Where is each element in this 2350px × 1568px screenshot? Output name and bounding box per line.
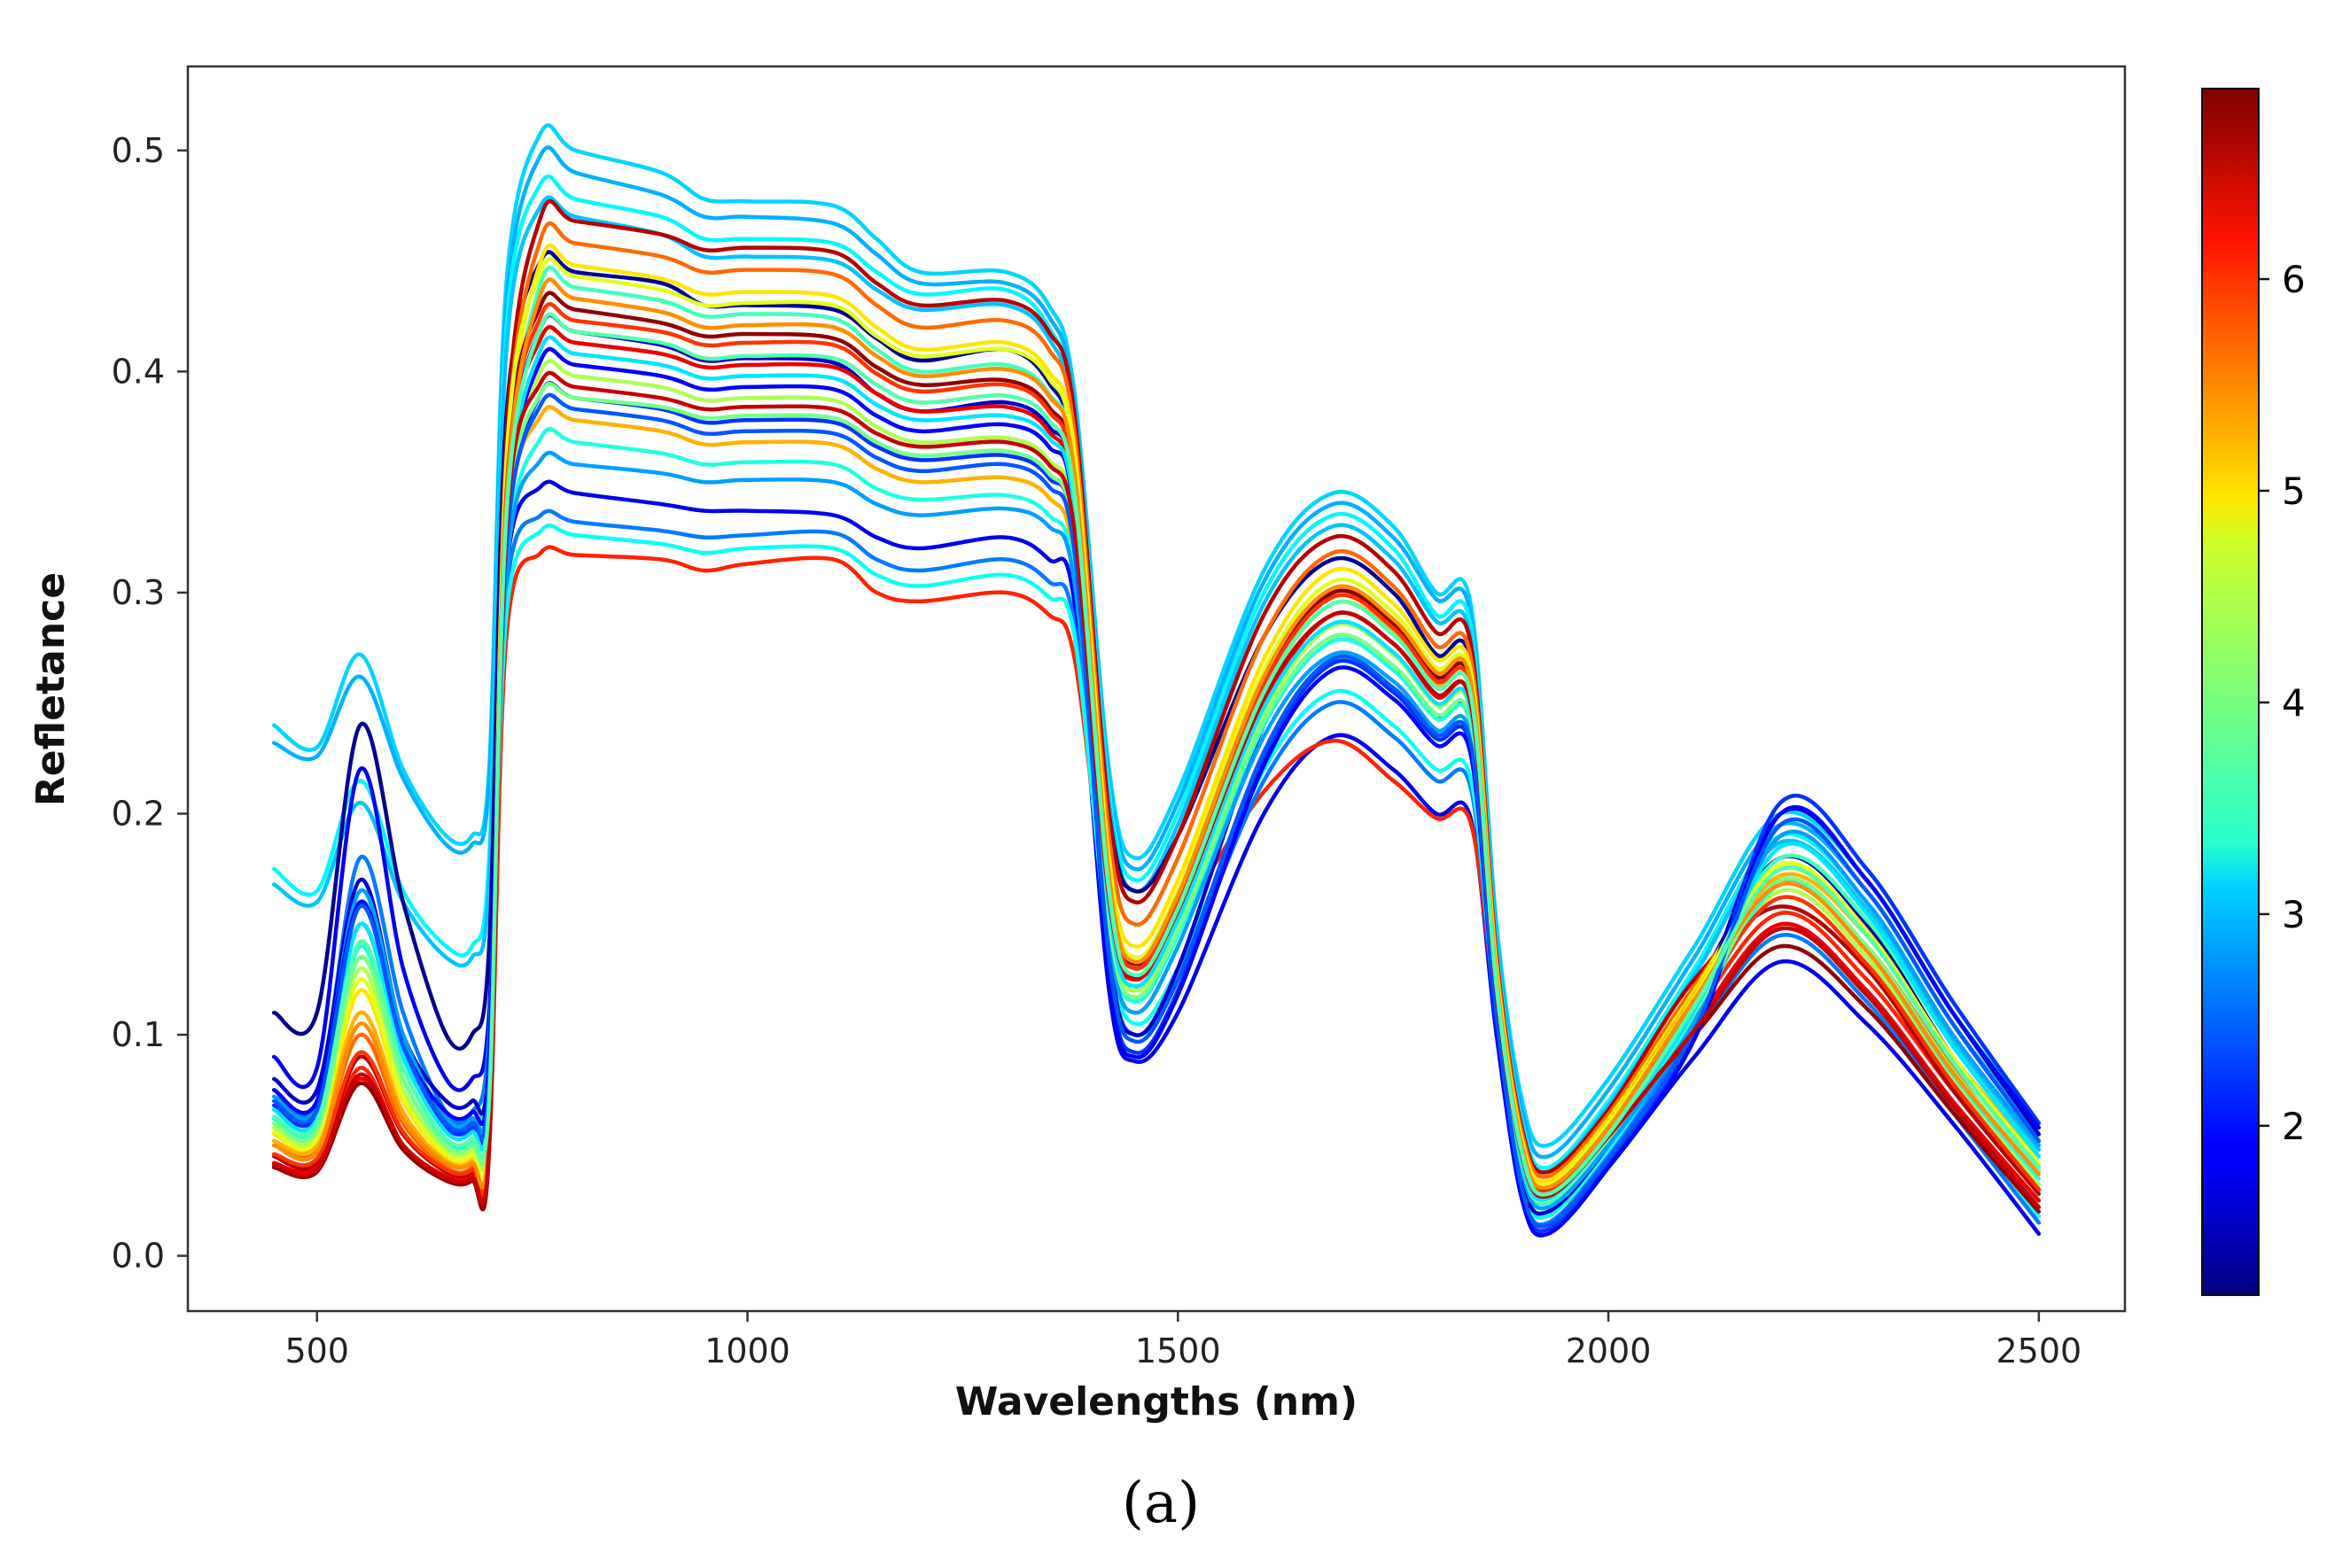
x-tick-label: 1000 bbox=[704, 1331, 790, 1370]
x-tick-label: 2500 bbox=[1996, 1331, 2082, 1370]
y-tick-label: 0.3 bbox=[112, 573, 165, 612]
colorbar: 2 3 4 5 6 bbox=[2201, 88, 2306, 1296]
y-tick-label: 0.2 bbox=[112, 794, 165, 833]
colorbar-tick-label: 4 bbox=[2282, 681, 2306, 725]
x-tick-label: 1500 bbox=[1135, 1331, 1221, 1370]
plot-frame bbox=[186, 65, 2127, 1313]
y-tick-label: 0.1 bbox=[112, 1015, 165, 1054]
y-axis-label: Refletance bbox=[28, 572, 74, 806]
y-tick-label: 0.4 bbox=[112, 352, 165, 391]
x-axis: 500 1000 1500 2000 2500 bbox=[284, 1311, 2082, 1370]
colorbar-tick-label: 5 bbox=[2282, 470, 2306, 513]
colorbar-tick-label: 3 bbox=[2282, 893, 2306, 936]
series-line-30 bbox=[271, 312, 2042, 1197]
x-axis-label: Wavelengths (nm) bbox=[955, 1379, 1358, 1424]
y-tick-label: 0.0 bbox=[112, 1237, 165, 1276]
colorbar-tick-label: 2 bbox=[2282, 1105, 2306, 1148]
x-tick-label: 500 bbox=[284, 1331, 349, 1370]
figure-caption: (a) bbox=[1122, 1471, 1200, 1536]
colorbar-ticks: 2 3 4 5 6 bbox=[2259, 258, 2306, 1148]
x-tick-label: 2000 bbox=[1566, 1331, 1652, 1370]
y-tick-label: 0.5 bbox=[112, 131, 165, 170]
series-layer bbox=[271, 123, 2042, 1238]
colorbar-gradient bbox=[2201, 88, 2260, 1296]
y-axis: 0.0 0.1 0.2 0.3 0.4 0.5 bbox=[112, 131, 188, 1276]
colorbar-tick-label: 6 bbox=[2282, 258, 2306, 301]
